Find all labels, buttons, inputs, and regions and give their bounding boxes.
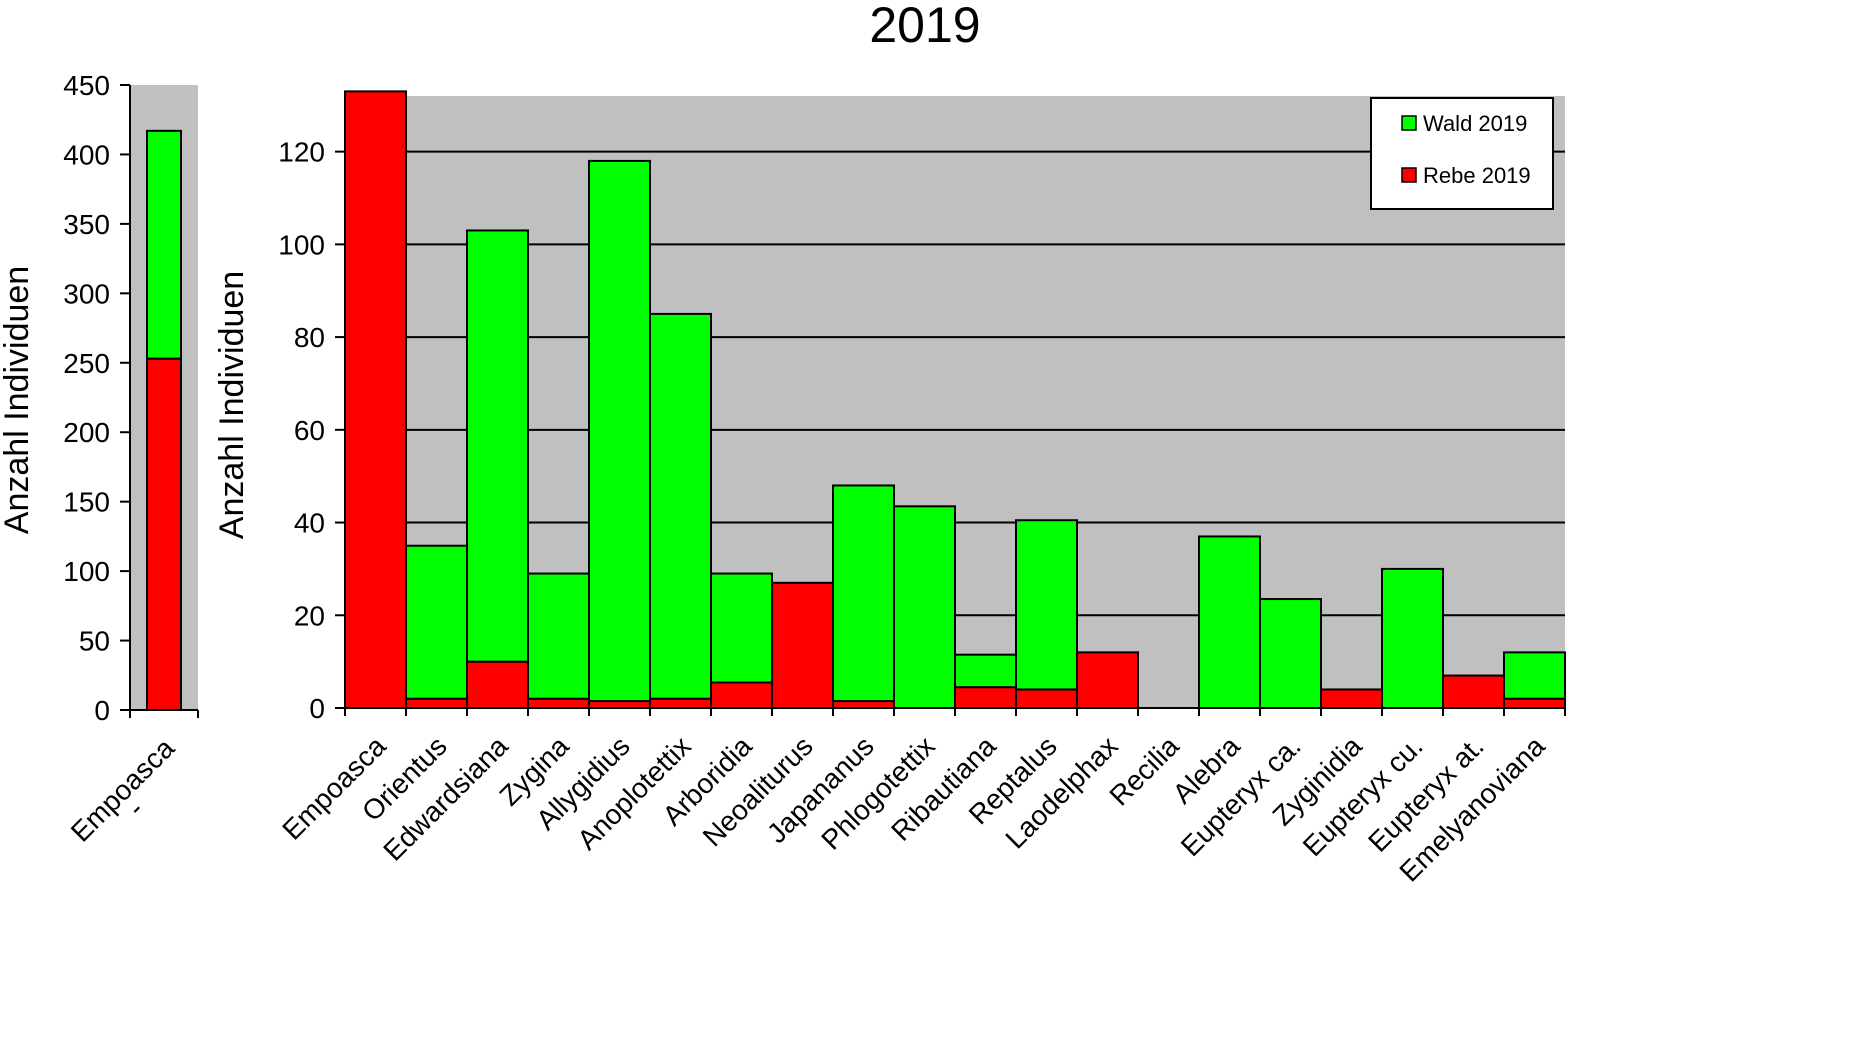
bar-rebe <box>344 90 407 709</box>
y-tick-label: 350 <box>63 209 110 240</box>
y-tick-label: 200 <box>63 417 110 448</box>
bar-wald <box>466 229 529 663</box>
x-tick-label: Recilia <box>1103 730 1185 812</box>
bar-rebe <box>527 697 590 710</box>
y-tick-label: 100 <box>278 229 325 260</box>
y-tick-label: 0 <box>309 693 325 724</box>
y-axis-label: Anzahl Individuen <box>213 271 251 539</box>
y-tick-label: 400 <box>63 139 110 170</box>
chart-panel-1: 0 50 100 150 200 250 300 350 400 450 Anzahl Indivi… <box>0 70 199 848</box>
bar-wald <box>954 653 1017 689</box>
bar-wald <box>1259 598 1322 710</box>
bar-rebe <box>954 686 1017 709</box>
bar-rebe <box>710 681 773 709</box>
y-tick-label: 60 <box>294 415 325 446</box>
y-tick-label: 250 <box>63 348 110 379</box>
y-tick-label: 450 <box>63 70 110 101</box>
bar-rebe <box>771 581 834 709</box>
bar-wald <box>832 484 895 703</box>
bar-wald <box>1015 519 1078 691</box>
bar-rebe <box>1503 697 1566 710</box>
bar-rebe <box>588 700 651 710</box>
legend-label: Rebe 2019 <box>1423 163 1531 188</box>
legend-label: Wald 2019 <box>1423 111 1527 136</box>
y-tick-label: 0 <box>94 695 110 726</box>
y-tick-label: 100 <box>63 556 110 587</box>
y-tick-label: 40 <box>294 508 325 539</box>
bar-rebe <box>1076 651 1139 710</box>
y-tick-label: 50 <box>79 626 110 657</box>
y-tick-label: 150 <box>63 487 110 518</box>
legend-swatch <box>1401 115 1417 131</box>
bar-rebe <box>649 697 712 710</box>
bar-wald <box>893 505 956 709</box>
bar-rebe <box>1015 688 1078 709</box>
bar-wald <box>1381 567 1444 710</box>
bar-rebe <box>405 697 468 710</box>
y-tick-label: 80 <box>294 322 325 353</box>
chart-title: 2019 <box>869 0 980 53</box>
bar-wald <box>1503 651 1566 700</box>
legend: Wald 2019 Rebe 2019 <box>1370 97 1554 210</box>
bar-rebe <box>1320 688 1383 709</box>
bar-rebe <box>466 660 529 709</box>
y-tick-label: 120 <box>278 137 325 168</box>
y-tick-label: 20 <box>294 600 325 631</box>
bar-wald <box>527 572 590 700</box>
bar-wald <box>1198 535 1261 709</box>
bar-rebe <box>146 357 182 711</box>
bar-wald <box>146 129 182 360</box>
bar-rebe <box>832 700 895 710</box>
y-axis-label: Anzahl Individuen <box>0 266 36 534</box>
bar-wald <box>588 159 651 703</box>
bar-rebe <box>1442 674 1505 710</box>
x-tick-label: Empoasca <box>65 732 181 848</box>
y-tick-label: 300 <box>63 278 110 309</box>
bar-wald <box>405 544 468 700</box>
legend-swatch <box>1401 167 1417 183</box>
bar-wald <box>649 312 712 700</box>
bar-wald <box>710 572 773 684</box>
